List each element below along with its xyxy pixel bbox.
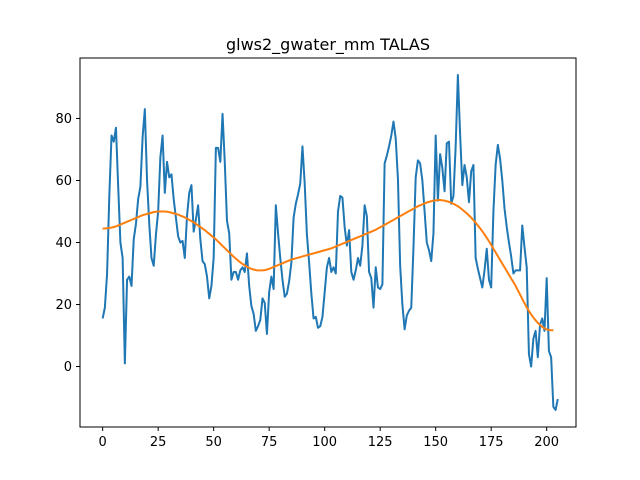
x-tick-label: 75 <box>261 435 278 450</box>
y-tick-label: 40 <box>55 236 72 251</box>
y-tick-label: 0 <box>64 360 72 375</box>
x-axis: 0 25 50 75 100 125 150 175 200 <box>99 427 559 450</box>
y-tick-label: 80 <box>55 112 72 127</box>
x-tick-label: 150 <box>423 435 448 450</box>
y-axis: 0 20 40 60 80 <box>55 112 80 375</box>
x-tick-label: 50 <box>205 435 222 450</box>
chart-title: glws2_gwater_mm TALAS <box>226 35 430 55</box>
x-tick-label: 25 <box>150 435 167 450</box>
plot-frame <box>79 57 577 428</box>
y-tick-label: 60 <box>55 174 72 189</box>
x-tick-label: 0 <box>99 435 107 450</box>
x-tick-label: 100 <box>312 435 337 450</box>
y-tick-label: 20 <box>55 298 72 313</box>
x-tick-label: 175 <box>479 435 504 450</box>
plot-area <box>101 74 559 411</box>
series-1-line <box>102 199 554 332</box>
series-0-line <box>101 74 559 411</box>
x-tick-label: 125 <box>368 435 393 450</box>
x-tick-label: 200 <box>534 435 559 450</box>
